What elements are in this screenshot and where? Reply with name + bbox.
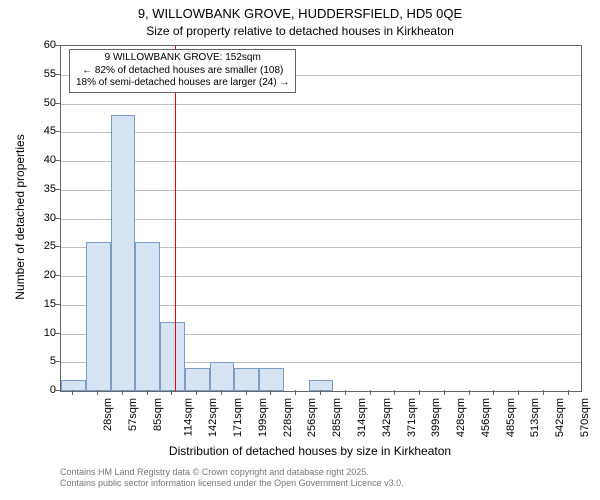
y-tick-label: 20 <box>26 269 56 281</box>
gridline <box>61 104 581 105</box>
x-tick <box>295 390 296 395</box>
x-tick-label: 371sqm <box>406 398 418 437</box>
x-tick-label: 85sqm <box>152 398 164 431</box>
y-tick-label: 40 <box>26 154 56 166</box>
annotation-box: 9 WILLOWBANK GROVE: 152sqm← 82% of detac… <box>69 49 296 93</box>
x-tick-label: 171sqm <box>232 398 244 437</box>
x-tick-label: 399sqm <box>430 398 442 437</box>
y-tick-label: 5 <box>26 355 56 367</box>
histogram-chart: 9, WILLOWBANK GROVE, HUDDERSFIELD, HD5 0… <box>0 0 600 500</box>
chart-title-1: 9, WILLOWBANK GROVE, HUDDERSFIELD, HD5 0… <box>0 6 600 21</box>
annotation-line-2: 18% of semi-detached houses are larger (… <box>76 77 289 90</box>
x-tick <box>518 390 519 395</box>
x-tick <box>394 390 395 395</box>
x-tick <box>568 390 569 395</box>
gridline <box>61 161 581 162</box>
y-tick-label: 60 <box>26 39 56 51</box>
x-tick <box>246 390 247 395</box>
chart-title-2: Size of property relative to detached ho… <box>0 24 600 38</box>
gridline <box>61 219 581 220</box>
y-tick-label: 35 <box>26 183 56 195</box>
x-tick <box>543 390 544 395</box>
histogram-bar <box>135 242 160 392</box>
footer-line-1: Contains HM Land Registry data © Crown c… <box>60 467 404 478</box>
x-tick-label: 199sqm <box>257 398 269 437</box>
x-tick-label: 228sqm <box>282 398 294 437</box>
x-tick <box>469 390 470 395</box>
x-tick-label: 456sqm <box>480 398 492 437</box>
histogram-bar <box>234 368 259 391</box>
y-tick-label: 0 <box>26 384 56 396</box>
plot-area: 9 WILLOWBANK GROVE: 152sqm← 82% of detac… <box>60 45 582 392</box>
histogram-bar <box>111 115 136 391</box>
y-tick-label: 30 <box>26 212 56 224</box>
x-tick <box>122 390 123 395</box>
histogram-bar <box>185 368 210 391</box>
y-axis-label: Number of detached properties <box>13 117 27 317</box>
footer-line-2: Contains public sector information licen… <box>60 478 404 489</box>
x-tick <box>270 390 271 395</box>
x-tick-label: 485sqm <box>505 398 517 437</box>
x-tick-label: 513sqm <box>529 398 541 437</box>
x-tick <box>97 390 98 395</box>
y-tick-label: 50 <box>26 97 56 109</box>
x-tick <box>493 390 494 395</box>
histogram-bar <box>160 322 185 391</box>
x-tick <box>196 390 197 395</box>
histogram-bar <box>86 242 111 392</box>
x-axis-label: Distribution of detached houses by size … <box>40 444 580 458</box>
x-tick-label: 28sqm <box>102 398 114 431</box>
y-tick-label: 15 <box>26 298 56 310</box>
gridline <box>61 190 581 191</box>
footer-attribution: Contains HM Land Registry data © Crown c… <box>60 467 404 490</box>
y-tick-label: 55 <box>26 68 56 80</box>
x-tick-label: 428sqm <box>455 398 467 437</box>
x-tick-label: 142sqm <box>208 398 220 437</box>
marker-line <box>175 46 176 391</box>
x-tick <box>419 390 420 395</box>
x-tick <box>444 390 445 395</box>
x-tick-label: 342sqm <box>381 398 393 437</box>
x-tick <box>370 390 371 395</box>
x-tick-label: 570sqm <box>579 398 591 437</box>
x-tick <box>72 390 73 395</box>
x-tick-label: 542sqm <box>554 398 566 437</box>
x-tick <box>171 390 172 395</box>
x-tick <box>320 390 321 395</box>
annotation-line-0: 9 WILLOWBANK GROVE: 152sqm <box>76 52 289 65</box>
y-tick-label: 10 <box>26 327 56 339</box>
x-tick-label: 256sqm <box>307 398 319 437</box>
x-tick <box>147 390 148 395</box>
gridline <box>61 132 581 133</box>
annotation-line-1: ← 82% of detached houses are smaller (10… <box>76 65 289 78</box>
histogram-bar <box>210 362 235 391</box>
histogram-bar <box>61 380 86 392</box>
x-tick-label: 314sqm <box>356 398 368 437</box>
y-tick-label: 45 <box>26 125 56 137</box>
x-tick-label: 114sqm <box>182 398 194 436</box>
x-tick-label: 285sqm <box>331 398 343 437</box>
y-tick-label: 25 <box>26 240 56 252</box>
x-tick <box>221 390 222 395</box>
histogram-bar <box>259 368 284 391</box>
x-tick <box>345 390 346 395</box>
x-tick-label: 57sqm <box>127 398 139 431</box>
